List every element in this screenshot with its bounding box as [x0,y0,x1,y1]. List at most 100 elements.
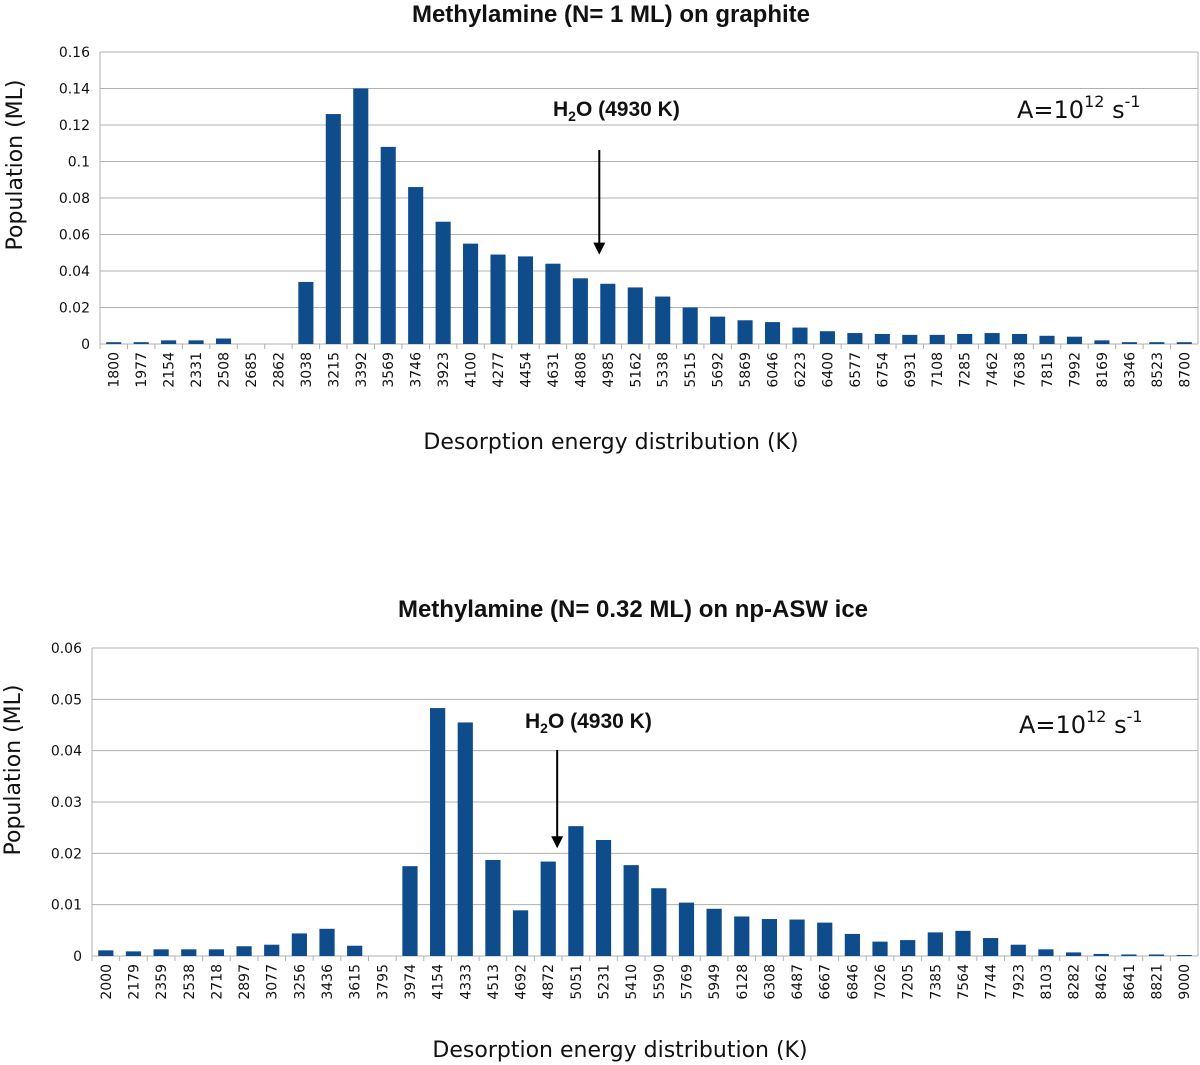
h2o-annotation: H2O (4930 K) [525,710,652,849]
bar [595,839,612,956]
y-tick-label: 0.05 [51,692,82,708]
bar [1038,949,1054,956]
x-tick-label: 4631 [546,352,562,388]
y-tick-label: 0.02 [51,846,82,862]
bar [485,860,501,956]
gridlines [99,51,1199,349]
x-tick-label: 5338 [656,352,672,388]
bar [540,861,556,956]
x-tick-label: 7744 [984,964,1000,1000]
gridlines [91,647,1199,961]
x-tick-label: 2331 [189,352,205,388]
y-tick-label: 0.04 [59,264,90,280]
bar [1149,342,1165,344]
y-tick-label: 0.02 [59,301,90,317]
y-tick-label: 0.01 [51,898,82,914]
y-tick-label: 0.08 [59,191,90,207]
x-tick-labels: 1800 1977 2154 2331 2508 2685 2862 3038 3215 3392… [107,352,1194,388]
bar [734,916,750,956]
h2o-annotation-label: H2O (4930 K) [553,98,680,124]
y-tick-label: 0 [73,949,82,965]
bar [1039,335,1055,344]
bar [153,949,169,956]
x-tick-label: 2508 [217,352,233,388]
bar [1065,952,1082,956]
x-tick-label: 4872 [541,964,557,1000]
x-tick-label: 7815 [1040,352,1056,388]
x-tick-label: 5410 [624,964,640,1000]
bar [1093,953,1109,956]
bar [380,146,396,344]
bar [984,333,1000,344]
bar [902,334,918,344]
x-tick-label: 5051 [569,964,585,1000]
x-tick-label: 4808 [573,352,589,388]
y-axis-label: Population (ML) [3,80,28,251]
bar [957,333,973,344]
x-tick-label: 3436 [320,964,336,1000]
bar [623,865,639,956]
bar [1176,954,1192,956]
bar [402,866,418,956]
x-tick-label: 5769 [679,964,695,1000]
x-tick-label: 7108 [930,352,946,388]
bar [517,256,534,344]
h2o-arrow-head [551,836,564,849]
bar [325,114,341,344]
x-tick-label: 9000 [1177,964,1193,1000]
bar [236,946,252,956]
x-tick-label: 8462 [1094,964,1110,1000]
x-tick-label: 8523 [1150,352,1166,388]
x-tick-label: 6931 [903,352,919,388]
bar [181,949,197,956]
bar [1094,340,1110,344]
bar [1176,342,1192,344]
x-tick-label: 5162 [628,352,644,388]
bar [545,263,561,344]
bar [651,888,667,956]
x-tick-label: 5692 [711,352,727,388]
x-tick-label: 4692 [514,964,530,1000]
bar [463,243,479,344]
bar [706,908,722,956]
x-axis-label: Desorption energy distribution (K) [432,1038,807,1063]
x-tick-label: 6128 [735,964,751,1000]
x-tick-label: 2718 [209,964,225,1000]
x-tick-label: 8103 [1039,964,1055,1000]
bar [215,338,232,344]
x-tick-label: 3615 [348,964,364,1000]
bar [430,708,446,956]
bar [817,922,833,956]
bar [764,322,781,344]
x-tick-label: 6754 [875,352,891,388]
bar [512,910,529,956]
y-tick-labels: 0 0.01 0.02 0.03 0.04 0.05 0.06 [51,641,82,965]
bar [161,340,177,344]
x-tick-label: 6046 [766,352,782,388]
bar [844,933,860,956]
bar [133,342,149,344]
x-tick-label: 7462 [985,352,1001,388]
y-tick-label: 0 [81,337,90,353]
y-axis-label: Population (ML) [1,685,26,856]
chart-title: Methylamine (N= 1 ML) on graphite [412,1,810,28]
bar [572,278,588,344]
bar [600,283,616,344]
x-tick-label: 2685 [244,352,260,388]
x-tick-label: 2000 [99,964,115,1000]
bar [347,945,363,956]
x-tick-label: 8641 [1122,964,1138,1000]
bar [792,327,808,344]
x-tick-label: 7923 [1011,964,1027,1000]
h2o-arrow-head [593,242,606,255]
x-tick-label: 6846 [845,964,861,1000]
y-tick-labels: 0 0.02 0.04 0.06 0.08 0.1 0.12 0.14 0.16 [59,45,90,353]
bar [264,944,280,956]
rate-constant-label: A=1012 s-1 [1019,707,1143,739]
bar [106,342,122,344]
bar [490,254,506,344]
bars [106,88,1192,344]
bar [789,919,805,956]
x-tick-label: 7285 [958,352,974,388]
x-tick-label: 5869 [738,352,754,388]
